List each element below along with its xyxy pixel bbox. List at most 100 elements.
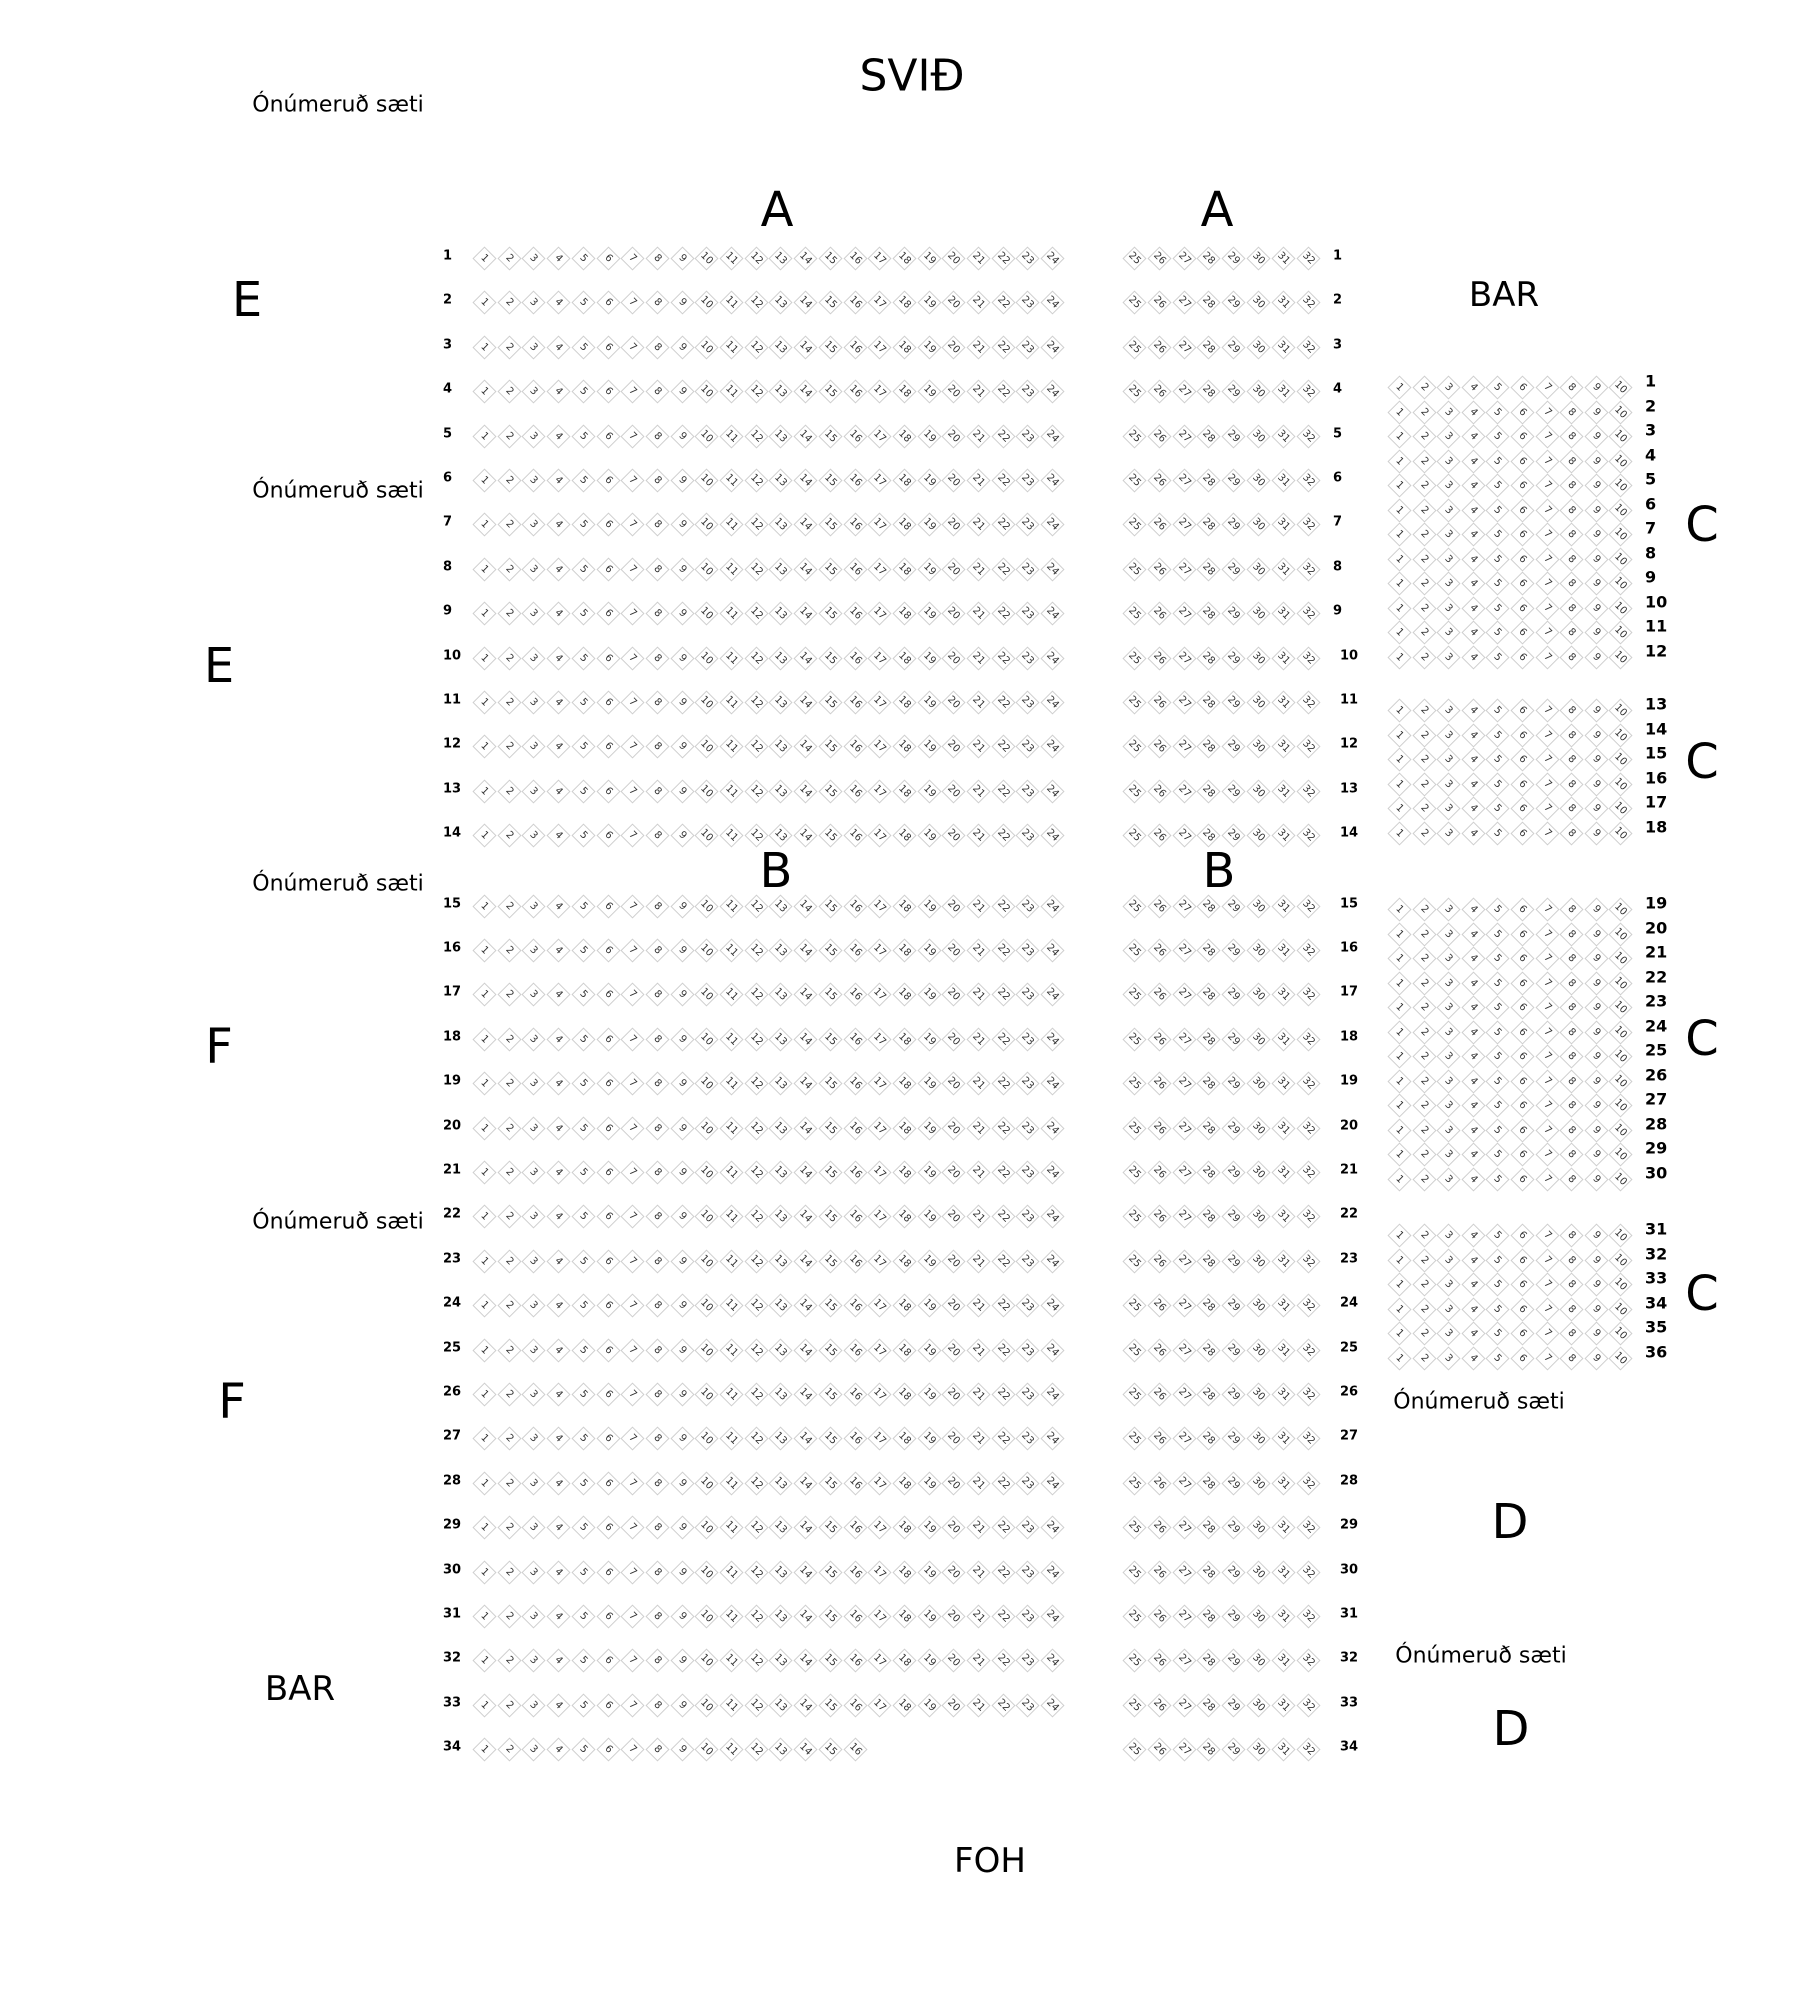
seat[interactable]: 11 xyxy=(719,601,744,626)
seat[interactable]: 32 xyxy=(1296,1604,1321,1629)
seat[interactable]: 9 xyxy=(670,512,695,537)
seat[interactable]: 18 xyxy=(892,1293,917,1318)
seat[interactable]: 9 xyxy=(1584,796,1609,821)
seat[interactable]: 29 xyxy=(1221,646,1246,671)
seat[interactable]: 4 xyxy=(1461,546,1486,572)
seat[interactable]: 11 xyxy=(719,1116,744,1141)
seat[interactable]: 4 xyxy=(1461,1345,1486,1371)
seat[interactable]: 8 xyxy=(645,982,670,1007)
seat[interactable]: 22 xyxy=(991,379,1016,404)
seat[interactable]: 12 xyxy=(744,1116,769,1141)
seat[interactable]: 19 xyxy=(917,601,942,626)
seat[interactable]: 14 xyxy=(793,557,818,582)
seat[interactable]: 1 xyxy=(1387,820,1412,846)
seat[interactable]: 11 xyxy=(719,1693,744,1718)
seat[interactable]: 32 xyxy=(1296,290,1321,315)
seat[interactable]: 5 xyxy=(571,512,596,537)
seat[interactable]: 11 xyxy=(719,379,744,404)
seat[interactable]: 3 xyxy=(1436,1272,1461,1297)
seat[interactable]: 3 xyxy=(1436,424,1461,449)
seat[interactable]: 17 xyxy=(867,1604,892,1629)
seat[interactable]: 5 xyxy=(571,1027,596,1052)
seat[interactable]: 26 xyxy=(1147,1426,1172,1451)
seat[interactable]: 5 xyxy=(571,1160,596,1185)
seat[interactable]: 14 xyxy=(793,1648,818,1673)
seat[interactable]: 15 xyxy=(818,1382,843,1407)
seat[interactable]: 8 xyxy=(1559,970,1584,996)
seat[interactable]: 19 xyxy=(917,1204,942,1229)
seat[interactable]: 9 xyxy=(1584,1044,1609,1069)
seat[interactable]: 3 xyxy=(1436,1247,1461,1273)
seat[interactable]: 10 xyxy=(1608,497,1633,523)
seat[interactable]: 24 xyxy=(1040,1293,1065,1318)
seat[interactable]: 8 xyxy=(1559,1093,1584,1118)
seat[interactable]: 6 xyxy=(1510,620,1535,645)
seat[interactable]: 9 xyxy=(670,1071,695,1096)
seat[interactable]: 16 xyxy=(842,690,868,715)
seat[interactable]: 16 xyxy=(842,982,868,1007)
seat[interactable]: 31 xyxy=(1271,1160,1296,1185)
seat[interactable]: 4 xyxy=(546,1604,571,1629)
seat[interactable]: 17 xyxy=(867,424,892,449)
seat[interactable]: 8 xyxy=(1559,1019,1584,1045)
seat[interactable]: 27 xyxy=(1172,379,1197,404)
seat[interactable]: 28 xyxy=(1196,601,1221,626)
seat[interactable]: 2 xyxy=(1412,1345,1437,1371)
seat[interactable]: 19 xyxy=(917,290,942,315)
seat[interactable]: 21 xyxy=(966,938,991,963)
seat[interactable]: 19 xyxy=(917,1604,942,1629)
seat[interactable]: 31 xyxy=(1271,1737,1296,1762)
seat[interactable]: 6 xyxy=(595,290,621,315)
seat[interactable]: 30 xyxy=(1246,424,1271,449)
seat[interactable]: 17 xyxy=(867,335,892,360)
seat[interactable]: 28 xyxy=(1196,1693,1221,1718)
seat[interactable]: 4 xyxy=(546,424,571,449)
seat[interactable]: 6 xyxy=(1510,970,1535,996)
seat[interactable]: 16 xyxy=(842,1071,868,1096)
seat[interactable]: 19 xyxy=(917,1338,942,1363)
seat[interactable]: 3 xyxy=(1436,522,1461,547)
seat[interactable]: 9 xyxy=(670,557,695,582)
seat[interactable]: 11 xyxy=(719,1027,744,1052)
seat[interactable]: 13 xyxy=(768,1338,793,1363)
seat[interactable]: 4 xyxy=(1461,644,1486,670)
seat[interactable]: 10 xyxy=(694,779,719,804)
seat[interactable]: 10 xyxy=(1608,424,1633,449)
seat[interactable]: 8 xyxy=(1559,1044,1584,1069)
seat[interactable]: 5 xyxy=(1485,424,1510,449)
seat[interactable]: 17 xyxy=(867,1027,892,1052)
seat[interactable]: 19 xyxy=(917,1648,942,1673)
seat[interactable]: 15 xyxy=(818,1160,843,1185)
seat[interactable]: 9 xyxy=(1584,771,1609,797)
seat[interactable]: 1 xyxy=(1387,1117,1412,1143)
seat[interactable]: 3 xyxy=(521,894,546,919)
seat[interactable]: 13 xyxy=(768,1071,793,1096)
seat[interactable]: 20 xyxy=(941,1204,966,1229)
seat[interactable]: 16 xyxy=(842,1471,868,1496)
seat[interactable]: 25 xyxy=(1122,1071,1147,1096)
seat[interactable]: 10 xyxy=(694,1737,719,1762)
seat[interactable]: 3 xyxy=(1436,546,1461,572)
seat[interactable]: 4 xyxy=(546,894,571,919)
seat[interactable]: 9 xyxy=(670,823,695,848)
seat[interactable]: 10 xyxy=(1608,1142,1633,1167)
seat[interactable]: 20 xyxy=(941,379,966,404)
seat[interactable]: 26 xyxy=(1147,1604,1172,1629)
seat[interactable]: 25 xyxy=(1122,335,1147,360)
seat[interactable]: 2 xyxy=(1412,1247,1437,1273)
seat[interactable]: 26 xyxy=(1147,512,1172,537)
seat[interactable]: 18 xyxy=(892,982,917,1007)
seat[interactable]: 2 xyxy=(497,779,522,804)
seat[interactable]: 21 xyxy=(966,1293,991,1318)
seat[interactable]: 2 xyxy=(497,1648,522,1673)
seat[interactable]: 31 xyxy=(1271,1560,1296,1585)
seat[interactable]: 9 xyxy=(1584,1068,1609,1094)
seat[interactable]: 19 xyxy=(917,512,942,537)
seat[interactable]: 8 xyxy=(1559,424,1584,449)
seat[interactable]: 31 xyxy=(1271,1515,1296,1540)
seat[interactable]: 4 xyxy=(1461,424,1486,449)
seat[interactable]: 3 xyxy=(1436,1321,1461,1346)
seat[interactable]: 3 xyxy=(521,1426,546,1451)
seat[interactable]: 4 xyxy=(1461,1272,1486,1297)
seat[interactable]: 32 xyxy=(1296,982,1321,1007)
